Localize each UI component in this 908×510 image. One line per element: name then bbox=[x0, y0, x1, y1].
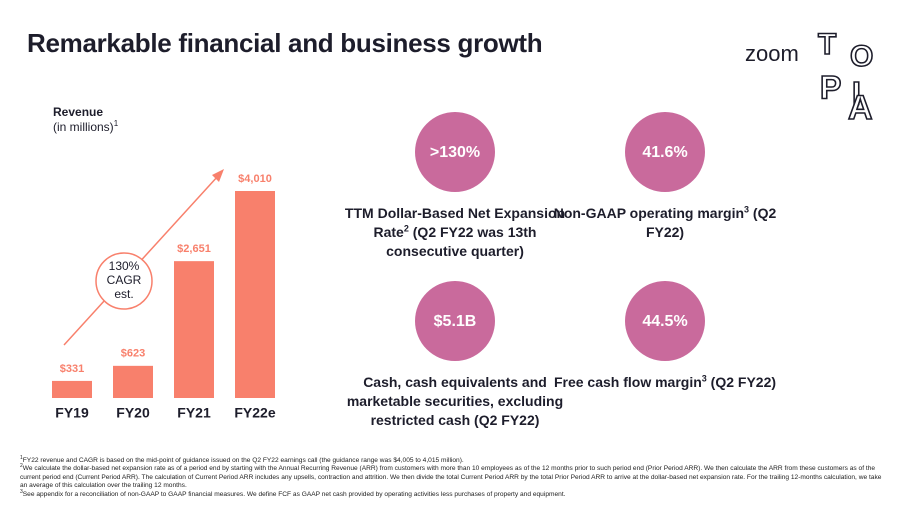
footnotes: 1FY22 revenue and CAGR is based on the m… bbox=[20, 454, 890, 499]
value-label: $2,651 bbox=[177, 243, 211, 255]
footnote-ref: 2 bbox=[403, 223, 409, 234]
footnote-ref: 3 bbox=[744, 204, 750, 215]
axis-label: Revenue bbox=[53, 105, 104, 119]
footnote-ref: 1 bbox=[113, 119, 119, 128]
metric-circle bbox=[625, 112, 705, 192]
metric-caption: Cash, cash equivalents and marketable se… bbox=[340, 373, 570, 430]
annotation: 130% bbox=[109, 259, 140, 273]
bar bbox=[113, 365, 153, 398]
logo-letter: A bbox=[848, 89, 873, 127]
x-tick-label: FY19 bbox=[55, 405, 89, 421]
metric-caption: Free cash flow margin3 (Q2 FY22) bbox=[550, 373, 780, 392]
metric-value: >130% bbox=[430, 144, 480, 161]
cagr-badge bbox=[95, 252, 153, 310]
x-tick-label: FY22e bbox=[234, 405, 275, 421]
footnote-mark: 1 bbox=[20, 454, 23, 461]
metric-circle bbox=[415, 281, 495, 361]
logo-letter: T bbox=[818, 28, 836, 61]
caption-text: Non-GAAP operating margin bbox=[553, 205, 745, 221]
footnote-text: We calculate the dollar-based net expans… bbox=[20, 465, 882, 490]
footnote-mark: 2 bbox=[20, 463, 23, 470]
footnote: 2We calculate the dollar-based net expan… bbox=[20, 463, 890, 490]
logo-letter: I bbox=[852, 75, 861, 111]
annotation: est. bbox=[114, 287, 133, 301]
value-label: $623 bbox=[121, 348, 145, 360]
metric-circle bbox=[415, 112, 495, 192]
logo-word: zoom bbox=[745, 41, 799, 66]
caption-text: (Q2 FY22) bbox=[645, 205, 777, 240]
bar bbox=[174, 261, 214, 398]
annotation: CAGR bbox=[107, 273, 142, 287]
metric-circle bbox=[625, 281, 705, 361]
metric-value: $5.1B bbox=[434, 313, 477, 330]
slide-title: Remarkable financial and business growth bbox=[27, 28, 543, 58]
metric-caption: TTM Dollar-Based Net Expansion Rate2 (Q2… bbox=[340, 204, 570, 261]
caption-text: (Q2 FY22) bbox=[706, 374, 777, 390]
caption-text: Free cash flow margin bbox=[553, 374, 702, 390]
footnote-text: See appendix for a reconciliation of non… bbox=[22, 490, 566, 498]
caption-text: Cash, cash equivalents and marketable se… bbox=[346, 374, 564, 428]
bar bbox=[52, 380, 92, 398]
x-tick-label: FY21 bbox=[177, 405, 211, 421]
caption-text: TTM Dollar-Based Net Expansion Rate bbox=[344, 205, 566, 240]
footnote-mark: 3 bbox=[20, 488, 23, 495]
footnote-text: FY22 revenue and CAGR is based on the mi… bbox=[22, 457, 464, 464]
metric-value: 41.6% bbox=[642, 144, 687, 161]
value-label: $4,010 bbox=[238, 173, 272, 185]
metric-caption: Non-GAAP operating margin3 (Q2 FY22) bbox=[550, 204, 780, 242]
logo-letter: P bbox=[820, 69, 841, 105]
arrow-head bbox=[212, 169, 224, 182]
footnote: 3See appendix for a reconciliation of no… bbox=[20, 488, 890, 499]
footnote: 1FY22 revenue and CAGR is based on the m… bbox=[20, 454, 890, 465]
axis-sublabel: (in millions) bbox=[53, 120, 114, 134]
x-tick-label: FY20 bbox=[116, 405, 150, 421]
value-label: $331 bbox=[60, 363, 84, 375]
metric-value: 44.5% bbox=[642, 313, 687, 330]
logo-letter: O bbox=[850, 40, 873, 73]
caption-text: (Q2 FY22 was 13th consecutive quarter) bbox=[386, 224, 537, 259]
footnote-ref: 3 bbox=[701, 373, 707, 384]
revenue-label: Revenue (in millions)1 bbox=[53, 105, 118, 135]
bar bbox=[235, 191, 275, 398]
